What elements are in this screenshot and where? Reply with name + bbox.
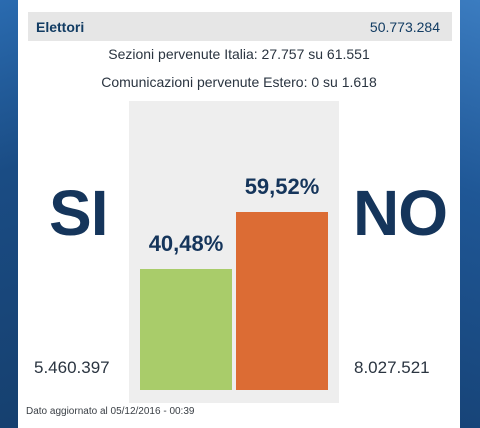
si-label: SI xyxy=(49,177,108,249)
elettori-row: Elettori 50.773.284 xyxy=(28,12,452,41)
no-bar xyxy=(236,212,328,390)
comunicazioni-estero-text: Comunicazioni pervenute Estero: 0 su 1.6… xyxy=(101,74,377,90)
si-votes: 5.460.397 xyxy=(34,358,110,377)
elettori-value: 50.773.284 xyxy=(369,18,440,35)
elettori-label: Elettori xyxy=(36,18,85,35)
results-panel: Elettori 50.773.284 Sezioni pervenute It… xyxy=(18,0,460,428)
no-label: NO xyxy=(353,177,448,249)
no-votes: 8.027.521 xyxy=(354,358,430,377)
no-percent: 59,52% xyxy=(244,174,320,199)
si-percent: 40,48% xyxy=(148,231,224,256)
si-bar xyxy=(140,269,232,390)
sezioni-italia-text: Sezioni pervenute Italia: 27.757 su 61.5… xyxy=(108,46,370,62)
background-right xyxy=(460,0,480,428)
background-left xyxy=(0,0,18,428)
last-updated-text: Dato aggiornato al 05/12/2016 - 00:39 xyxy=(26,406,195,417)
